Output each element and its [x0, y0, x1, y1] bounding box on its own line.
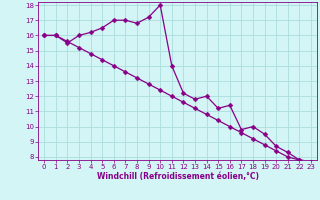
- X-axis label: Windchill (Refroidissement éolien,°C): Windchill (Refroidissement éolien,°C): [97, 172, 259, 181]
